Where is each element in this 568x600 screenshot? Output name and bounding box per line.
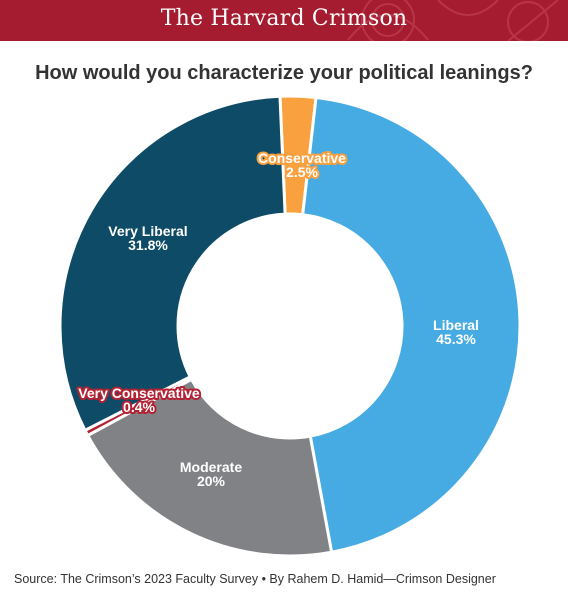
slice-label-moderate: Moderate — [180, 459, 242, 475]
slice-moderate — [85, 377, 334, 558]
slice-value-liberal: 45.3% — [436, 331, 476, 347]
slice-liberal — [301, 95, 522, 554]
chart-title: How would you characterize your politica… — [35, 62, 533, 84]
source-note: Source: The Crimson’s 2023 Faculty Surve… — [14, 572, 496, 586]
slice-value-moderate: 20% — [197, 473, 226, 489]
slice-label-conservative: Conservative — [258, 150, 346, 166]
slice-label-very-conservative: Very Conservative — [78, 385, 200, 401]
slice-very-liberal — [58, 94, 287, 433]
slice-value-conservative: 2.5% — [286, 164, 318, 180]
masthead-decoration — [347, 0, 559, 41]
slice-label-very-liberal: Very Liberal — [108, 223, 187, 239]
slice-value-very-liberal: 31.8% — [128, 237, 168, 253]
slice-value-very-conservative: 0.4% — [123, 399, 155, 415]
masthead: The Harvard Crimson — [0, 0, 568, 41]
publication-name: The Harvard Crimson — [160, 6, 408, 31]
slice-label-liberal: Liberal — [433, 317, 479, 333]
